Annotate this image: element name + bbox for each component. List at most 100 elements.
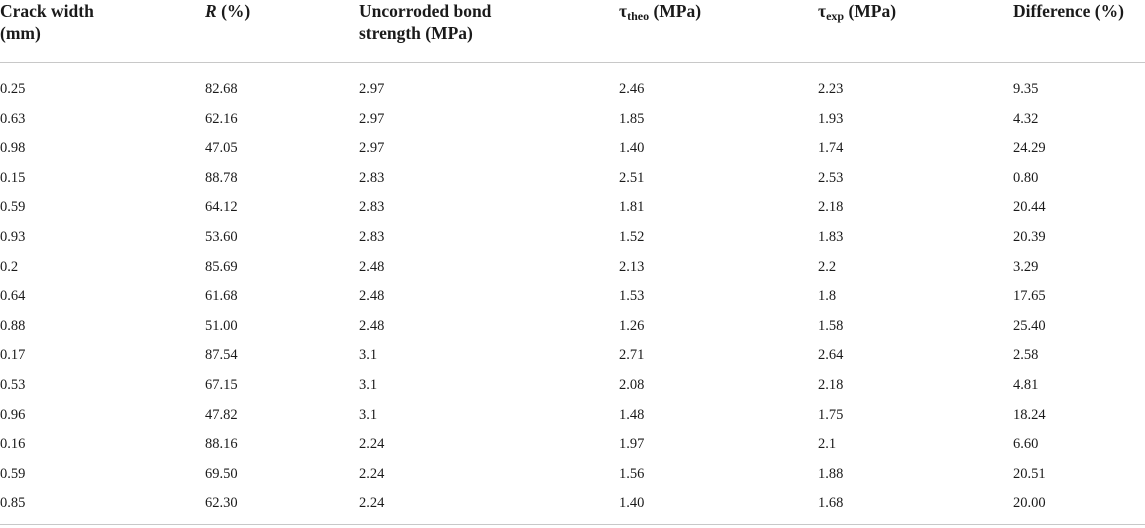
cell-uncorroded-bond-strength: 2.97	[359, 110, 385, 127]
table-row: 0.93 53.60 2.83 1.52 1.83 20.39	[0, 223, 1145, 252]
cell-crack-width: 0.17	[0, 347, 26, 364]
cell-crack-width: 0.98	[0, 140, 26, 157]
cell-r: 53.60	[205, 229, 238, 245]
cell-r: 67.15	[205, 377, 238, 393]
cell-difference: 2.58	[1013, 347, 1039, 364]
cell-tau-exp: 1.83	[818, 229, 844, 245]
cell-r: 47.82	[205, 406, 238, 423]
cell-tau-exp: 1.68	[818, 495, 844, 512]
cell-uncorroded-bond-strength: 2.97	[359, 81, 385, 97]
cell-tau-exp: 2.2	[818, 258, 837, 275]
cell-uncorroded-bond-strength: 3.1	[359, 377, 378, 393]
header-uncorroded-bond-strength: Uncorroded bond strength (MPa)	[359, 1, 492, 43]
cell-difference: 9.35	[1013, 81, 1039, 97]
cell-uncorroded-bond-strength: 2.48	[359, 288, 385, 305]
table-header: Crack width (mm) R (%) Uncorroded bond s…	[0, 0, 1145, 55]
cell-uncorroded-bond-strength: 2.48	[359, 258, 385, 275]
cell-uncorroded-bond-strength: 2.83	[359, 229, 385, 245]
cell-crack-width: 0.64	[0, 288, 26, 305]
cell-uncorroded-bond-strength: 2.24	[359, 465, 385, 482]
table-row: 0.64 61.68 2.48 1.53 1.8 17.65	[0, 282, 1145, 311]
table-row: 0.17 87.54 3.1 2.71 2.64 2.58	[0, 341, 1145, 370]
cell-r: 85.69	[205, 258, 238, 275]
cell-tau-theo: 1.56	[619, 465, 645, 482]
cell-tau-theo: 1.40	[619, 495, 645, 512]
table-row: 0.25 82.68 2.97 2.46 2.23 9.35	[0, 75, 1145, 104]
cell-r: 47.05	[205, 140, 238, 157]
cell-crack-width: 0.16	[0, 436, 26, 453]
table-row: 0.88 51.00 2.48 1.26 1.58 25.40	[0, 312, 1145, 341]
table-row: 0.63 62.16 2.97 1.85 1.93 4.32	[0, 105, 1145, 134]
cell-tau-theo: 1.81	[619, 199, 645, 216]
cell-tau-theo: 2.51	[619, 169, 645, 186]
cell-tau-exp: 2.18	[818, 199, 844, 216]
header-difference: Difference (%)	[1013, 1, 1124, 21]
cell-difference: 4.81	[1013, 377, 1039, 393]
header-divider	[0, 62, 1145, 63]
cell-difference: 24.29	[1013, 140, 1046, 157]
cell-crack-width: 0.59	[0, 199, 26, 216]
cell-uncorroded-bond-strength: 3.1	[359, 406, 378, 423]
table-bottom-rule	[0, 524, 1145, 525]
table-row: 0.53 67.15 3.1 2.08 2.18 4.81	[0, 371, 1145, 400]
cell-difference: 20.44	[1013, 199, 1046, 216]
cell-difference: 20.51	[1013, 465, 1046, 482]
cell-crack-width: 0.2	[0, 258, 19, 275]
cell-tau-theo: 1.52	[619, 229, 645, 245]
cell-r: 64.12	[205, 199, 238, 216]
cell-difference: 18.24	[1013, 406, 1046, 423]
cell-uncorroded-bond-strength: 2.83	[359, 199, 385, 216]
cell-uncorroded-bond-strength: 2.24	[359, 436, 385, 453]
cell-tau-theo: 2.71	[619, 347, 645, 364]
cell-tau-exp: 1.58	[818, 317, 844, 334]
table-row: 0.15 88.78 2.83 2.51 2.53 0.80	[0, 164, 1145, 193]
cell-r: 51.00	[205, 317, 238, 334]
cell-tau-theo: 1.40	[619, 140, 645, 157]
cell-crack-width: 0.25	[0, 81, 26, 97]
cell-uncorroded-bond-strength: 2.48	[359, 317, 385, 334]
header-crack-width: Crack width (mm)	[0, 1, 94, 43]
cell-r: 61.68	[205, 288, 238, 305]
cell-r: 88.16	[205, 436, 238, 453]
cell-tau-exp: 2.18	[818, 377, 844, 393]
cell-crack-width: 0.15	[0, 169, 26, 186]
cell-tau-theo: 1.53	[619, 288, 645, 305]
cell-difference: 4.32	[1013, 110, 1039, 127]
header-tau-exp: τexp (MPa)	[818, 1, 897, 23]
cell-difference: 3.29	[1013, 258, 1039, 275]
header-tau-theo: τtheo (MPa)	[619, 1, 702, 23]
cell-crack-width: 0.53	[0, 377, 26, 393]
table-row: 0.85 62.30 2.24 1.40 1.68 20.00	[0, 489, 1145, 518]
cell-r: 69.50	[205, 465, 238, 482]
table-row: 0.59 64.12 2.83 1.81 2.18 20.44	[0, 193, 1145, 222]
cell-tau-theo: 1.85	[619, 110, 645, 127]
cell-tau-exp: 2.53	[818, 169, 844, 186]
cell-crack-width: 0.85	[0, 495, 26, 512]
table-row: 0.96 47.82 3.1 1.48 1.75 18.24	[0, 401, 1145, 430]
cell-crack-width: 0.59	[0, 465, 26, 482]
cell-difference: 6.60	[1013, 436, 1039, 453]
cell-tau-theo: 1.97	[619, 436, 645, 453]
cell-crack-width: 0.93	[0, 229, 26, 245]
cell-tau-theo: 1.48	[619, 406, 645, 423]
cell-r: 62.16	[205, 110, 238, 127]
cell-crack-width: 0.96	[0, 406, 26, 423]
cell-tau-exp: 1.74	[818, 140, 844, 157]
cell-tau-exp: 1.75	[818, 406, 844, 423]
cell-r: 87.54	[205, 347, 238, 364]
cell-difference: 0.80	[1013, 169, 1039, 186]
cell-crack-width: 0.63	[0, 110, 26, 127]
table-row: 0.2 85.69 2.48 2.13 2.2 3.29	[0, 253, 1145, 282]
cell-tau-theo: 2.46	[619, 81, 645, 97]
cell-tau-exp: 2.1	[818, 436, 837, 453]
header-r: R (%)	[205, 1, 251, 21]
cell-tau-theo: 2.13	[619, 258, 645, 275]
cell-uncorroded-bond-strength: 2.97	[359, 140, 385, 157]
cell-uncorroded-bond-strength: 3.1	[359, 347, 378, 364]
cell-r: 88.78	[205, 169, 238, 186]
table-row: 0.98 47.05 2.97 1.40 1.74 24.29	[0, 134, 1145, 163]
cell-tau-exp: 2.23	[818, 81, 844, 97]
cell-tau-exp: 1.8	[818, 288, 837, 305]
table-row: 0.59 69.50 2.24 1.56 1.88 20.51	[0, 460, 1145, 489]
table-row: 0.16 88.16 2.24 1.97 2.1 6.60	[0, 430, 1145, 459]
